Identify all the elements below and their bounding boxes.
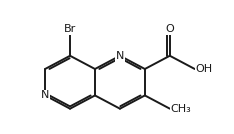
Text: CH₃: CH₃ <box>171 104 191 114</box>
Text: OH: OH <box>196 64 213 74</box>
Text: Br: Br <box>64 24 76 34</box>
Text: N: N <box>116 51 124 61</box>
Text: N: N <box>41 90 49 100</box>
Text: O: O <box>165 24 174 34</box>
